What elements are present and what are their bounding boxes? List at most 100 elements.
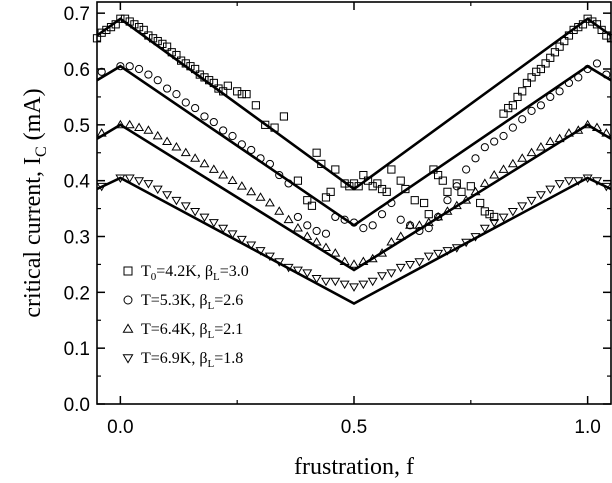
data-point-square: [331, 165, 340, 174]
data-point-triangle-up: [255, 192, 266, 201]
series-4-triangle-down: [96, 174, 612, 292]
legend-entry-3: T=6.4K, βL=2.1: [122, 321, 243, 341]
data-point-circle: [518, 115, 527, 124]
data-point-square: [312, 148, 321, 157]
data-point-circle: [564, 78, 574, 88]
data-point-triangle-up: [208, 164, 219, 173]
data-point-square: [120, 14, 130, 23]
x-tick-label: 0.0: [107, 417, 133, 438]
data-point-square: [583, 14, 592, 23]
data-point-triangle-down: [545, 185, 556, 195]
legend-label: T=5.3K, βL=2.6: [141, 292, 243, 312]
data-point-square: [209, 78, 218, 88]
legend-marker-circle: [123, 295, 133, 305]
y-tick-label: 0.6: [64, 60, 90, 81]
legend-marker-triangle-up: [122, 323, 134, 333]
y-axis-title-unit: (mA): [20, 88, 46, 146]
data-point-triangle-up: [162, 136, 173, 145]
data-point-triangle-up: [152, 130, 163, 140]
data-point-square: [564, 31, 574, 40]
data-point-triangle-up: [479, 178, 490, 187]
data-point-circle: [181, 98, 190, 107]
data-point-triangle-up: [507, 158, 518, 168]
data-point-circle: [153, 76, 162, 85]
data-point-triangle-up: [134, 122, 145, 132]
data-point-square: [443, 187, 452, 196]
data-point-square: [373, 179, 382, 188]
data-point-circle: [228, 131, 237, 141]
data-point-square: [326, 187, 335, 196]
data-point-triangle-down: [601, 182, 612, 192]
data-point-circle: [462, 165, 471, 174]
data-point-triangle-down: [405, 261, 416, 270]
data-point-triangle-up: [292, 223, 303, 232]
data-point-triangle-down: [274, 258, 285, 267]
data-point-square: [485, 210, 494, 219]
y-axis-title-sub: C: [33, 146, 50, 157]
data-point-circle: [97, 67, 106, 76]
data-point-triangle-up: [311, 236, 322, 246]
legend-marker-triangle-down: [122, 354, 134, 364]
data-point-triangle-down: [395, 263, 406, 273]
axis-ticks: 0.0 0.1 0.2 0.3 0.4 0.5 0.6 0.7 0.0 0.5 1.0: [64, 2, 611, 438]
data-point-square: [303, 196, 312, 205]
data-point-square: [602, 31, 611, 40]
data-point-circle: [480, 143, 489, 152]
legend-entry-2: T=5.3K, βL=2.6: [123, 292, 243, 312]
data-point-triangle-down: [208, 219, 219, 228]
data-point-circle: [527, 106, 536, 115]
data-point-triangle-up: [545, 136, 556, 145]
data-point-square: [191, 64, 200, 74]
data-point-triangle-down: [199, 213, 210, 223]
data-point-triangle-down: [339, 280, 350, 290]
y-tick-label: 0.1: [64, 339, 90, 360]
data-point-square: [424, 210, 433, 219]
data-point-triangle-up: [386, 236, 397, 246]
data-point-triangle-down: [152, 185, 163, 195]
legend-text-part: =2.6: [214, 292, 243, 309]
data-point-triangle-down: [573, 177, 584, 186]
data-point-square: [162, 42, 172, 51]
data-point-square: [144, 31, 153, 40]
legend-label: T=6.9K, βL=1.8: [141, 350, 243, 370]
data-point-circle: [349, 218, 359, 227]
data-point-triangle-up: [582, 119, 593, 129]
data-point-circle: [265, 159, 274, 169]
data-point-square: [541, 59, 550, 68]
data-point-square: [560, 36, 569, 46]
data-point-triangle-up: [302, 231, 313, 240]
data-point-triangle-up: [563, 128, 574, 137]
data-point-square: [158, 39, 167, 48]
data-point-square: [153, 36, 162, 46]
data-point-triangle-up: [218, 169, 229, 179]
data-point-circle: [368, 221, 377, 230]
data-point-triangle-up: [573, 125, 584, 134]
data-point-square: [550, 48, 560, 57]
data-point-square: [382, 187, 391, 196]
data-point-triangle-up: [246, 186, 257, 196]
data-point-triangle-down: [367, 277, 378, 287]
data-point-triangle-down: [302, 269, 313, 278]
series-2-circle: [97, 59, 611, 238]
data-point-square: [116, 14, 125, 23]
data-point-square: [125, 17, 134, 26]
data-point-square: [172, 50, 181, 60]
data-point-square: [434, 170, 443, 180]
data-point-triangle-up: [330, 248, 341, 257]
data-point-circle: [424, 224, 433, 233]
data-point-circle: [162, 84, 172, 93]
data-point-circle: [499, 131, 508, 141]
data-point-square: [223, 81, 232, 90]
data-point-circle: [134, 64, 144, 74]
legend-subscript: 0: [151, 271, 157, 283]
data-point-square: [480, 207, 489, 216]
legend-text-part: T: [141, 263, 151, 280]
data-point-square: [522, 78, 531, 88]
data-point-square: [513, 92, 522, 102]
data-point-square: [410, 196, 419, 205]
data-point-triangle-up: [451, 200, 462, 210]
data-point-circle: [125, 62, 134, 71]
data-point-square: [345, 182, 354, 191]
data-point-triangle-down: [433, 249, 444, 259]
